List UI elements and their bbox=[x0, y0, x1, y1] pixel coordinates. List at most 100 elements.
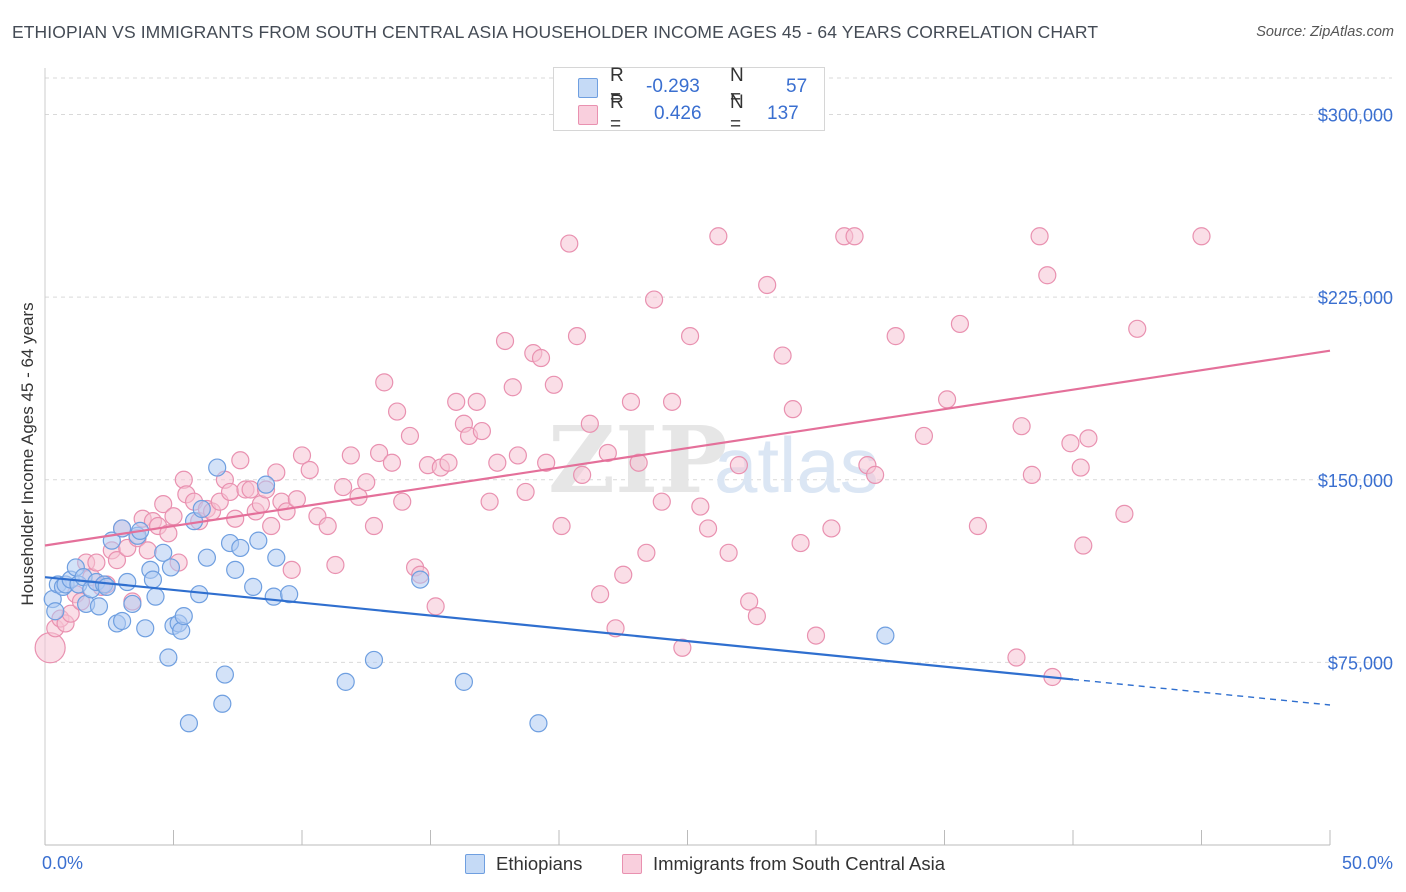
ethiopian-point bbox=[244, 577, 263, 596]
immigrant-point bbox=[447, 392, 466, 411]
immigrant-point bbox=[1079, 429, 1098, 448]
legend-n-label: N = bbox=[730, 65, 744, 108]
immigrant-point bbox=[1192, 227, 1211, 246]
ethiopian-point bbox=[143, 570, 163, 589]
ethiopian-point bbox=[364, 650, 384, 670]
ethiopian-point bbox=[256, 475, 276, 494]
legend-swatch-immigrants bbox=[578, 105, 598, 125]
ethiopian-point bbox=[146, 587, 165, 606]
ethiopian-point bbox=[174, 607, 193, 626]
ethiopian-point bbox=[136, 619, 155, 638]
immigrant-point bbox=[914, 426, 934, 446]
ethiopian-point bbox=[159, 648, 178, 667]
point-layer bbox=[34, 227, 1211, 733]
ethiopian-point bbox=[280, 585, 299, 604]
immigrant-point bbox=[673, 638, 692, 657]
immigrant-point bbox=[370, 443, 389, 463]
immigrant-point bbox=[1012, 417, 1031, 436]
y-tick-label: $75,000 bbox=[1328, 653, 1393, 673]
immigrant-point bbox=[495, 331, 515, 351]
ethiopian-point bbox=[179, 714, 199, 733]
immigrant-point bbox=[1071, 458, 1090, 477]
immigrant-point bbox=[393, 492, 412, 511]
x-tick-label: 50.0% bbox=[1342, 853, 1393, 873]
immigrant-point bbox=[950, 314, 970, 334]
ethiopian-point bbox=[876, 626, 895, 645]
ethiopian-point bbox=[190, 585, 209, 604]
ethiopian-point bbox=[154, 543, 173, 562]
immigrant-point bbox=[341, 446, 360, 465]
immigrant-point bbox=[783, 400, 802, 419]
immigrant-point bbox=[1115, 504, 1134, 523]
immigrant-point bbox=[537, 453, 556, 472]
ethiopian-point bbox=[529, 714, 548, 733]
ethiopians-trend-extension bbox=[1072, 678, 1331, 706]
immigrant-point bbox=[580, 414, 599, 433]
immigrant-point bbox=[845, 227, 864, 246]
immigrant-point bbox=[544, 375, 563, 394]
legend-r-value: -0.293 bbox=[646, 76, 700, 97]
legend-swatch-ethiopians bbox=[465, 854, 485, 874]
legend-label-ethiopians: Ethiopians bbox=[496, 853, 583, 874]
immigrant-point bbox=[488, 453, 507, 472]
immigrant-point bbox=[791, 533, 810, 553]
immigrant-point bbox=[508, 446, 527, 465]
grid-layer bbox=[45, 77, 1392, 663]
immigrant-point bbox=[400, 426, 420, 446]
immigrant-point bbox=[138, 541, 157, 560]
immigrant-point bbox=[357, 473, 376, 492]
immigrants-trend-line bbox=[44, 349, 1331, 547]
legend-r-value: 0.426 bbox=[654, 103, 702, 124]
immigrant-point bbox=[886, 327, 905, 346]
immigrant-point bbox=[426, 597, 445, 616]
immigrant-point bbox=[698, 519, 718, 538]
immigrant-point bbox=[644, 290, 664, 309]
immigrant-point bbox=[262, 516, 281, 536]
immigrant-point bbox=[598, 443, 617, 463]
immigrant-point bbox=[691, 497, 710, 516]
ethiopian-point bbox=[454, 672, 474, 691]
immigrant-point bbox=[614, 565, 633, 584]
ethiopian-point bbox=[208, 458, 227, 477]
ethiopian-point bbox=[197, 548, 217, 567]
immigrant-point bbox=[472, 421, 491, 441]
immigrant-point bbox=[159, 524, 178, 543]
immigrant-point bbox=[241, 480, 260, 499]
immigrant-point bbox=[968, 516, 988, 536]
immigrant-point bbox=[937, 390, 957, 409]
immigrant-point bbox=[1061, 434, 1080, 453]
chart-title: ETHIOPIAN VS IMMIGRANTS FROM SOUTH CENTR… bbox=[12, 22, 1099, 42]
immigrant-point bbox=[87, 553, 106, 572]
tick-label-layer: $75,000 $150,000 $225,000 $300,000 0.0% 50.0% bbox=[42, 106, 1393, 873]
immigrant-point bbox=[107, 551, 127, 570]
legend-swatch-ethiopians bbox=[578, 78, 598, 98]
ethiopian-point bbox=[112, 611, 132, 631]
ethiopian-point bbox=[213, 694, 232, 713]
legend-label-immigrants: Immigrants from South Central Asia bbox=[653, 853, 945, 874]
legend-item-immigrants: Immigrants from South Central Asia bbox=[622, 853, 945, 875]
immigrant-point bbox=[866, 465, 885, 484]
immigrant-point bbox=[287, 490, 306, 509]
immigrant-point bbox=[747, 607, 766, 626]
immigrant-point bbox=[652, 492, 671, 511]
immigrant-point bbox=[773, 346, 792, 365]
ethiopian-point bbox=[411, 570, 430, 589]
y-tick-label: $300,000 bbox=[1318, 106, 1393, 126]
ethiopian-point bbox=[267, 548, 286, 567]
ethiopian-point bbox=[123, 594, 142, 614]
immigrant-point bbox=[326, 555, 345, 575]
ethiopians-trend-line bbox=[44, 576, 1074, 681]
correlation-legend: R = -0.293 N = 57 R = 0.426 N = 137 bbox=[553, 65, 825, 135]
immigrant-point bbox=[334, 477, 353, 497]
ethiopian-point bbox=[264, 587, 283, 606]
ethiopian-point bbox=[215, 665, 234, 684]
immigrant-point bbox=[480, 492, 499, 511]
ethiopian-point bbox=[226, 560, 245, 579]
immigrant-point bbox=[621, 392, 641, 411]
ethiopian-point bbox=[192, 499, 211, 519]
legend-n-label: N = bbox=[730, 92, 744, 135]
legend-n-value: 57 bbox=[786, 76, 808, 97]
immigrant-point bbox=[806, 626, 826, 645]
legend-n-value: 137 bbox=[767, 103, 799, 124]
ethiopian-point bbox=[97, 577, 116, 596]
